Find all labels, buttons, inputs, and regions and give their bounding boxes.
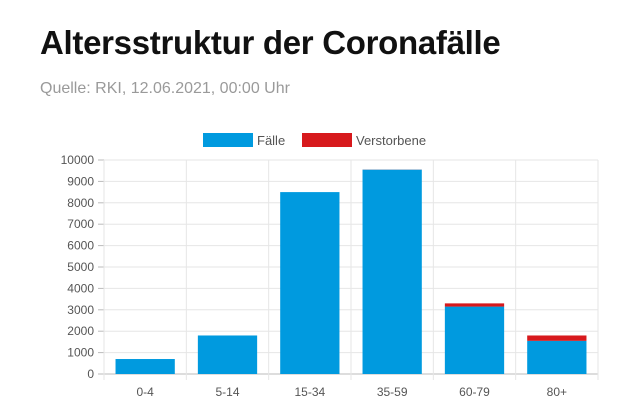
x-tick-label: 60-79 [459, 385, 490, 399]
y-tick-label: 0 [87, 367, 94, 381]
legend: Fälle Verstorbene [0, 130, 640, 150]
bar-verstorbene [444, 303, 505, 307]
legend-item-verstorbene[interactable]: Verstorbene [302, 130, 426, 150]
bar-faelle [197, 335, 258, 374]
y-tick-label: 7000 [67, 217, 94, 231]
bar-faelle [444, 306, 505, 374]
bar-faelle [115, 359, 175, 374]
bar-faelle [362, 169, 422, 374]
y-tick-label: 3000 [67, 303, 94, 317]
chart-source: Quelle: RKI, 12.06.2021, 00:00 Uhr [40, 80, 290, 97]
y-tick-label: 1000 [67, 346, 94, 360]
legend-label-verstorbene: Verstorbene [356, 132, 427, 148]
x-tick-label: 80+ [547, 385, 567, 399]
bar-faelle [280, 192, 340, 374]
y-tick-label: 4000 [67, 281, 94, 295]
y-tick-label: 2000 [67, 324, 94, 338]
bar-verstorbene [527, 335, 587, 341]
y-tick-label: 9000 [67, 174, 94, 188]
y-tick-label: 10000 [61, 153, 95, 167]
x-tick-label: 35-59 [377, 385, 408, 399]
legend-swatch-faelle [203, 133, 253, 147]
y-tick-label: 5000 [67, 260, 94, 274]
legend-item-faelle[interactable]: Fälle [203, 130, 285, 150]
y-tick-label: 6000 [67, 239, 94, 253]
x-tick-label: 5-14 [215, 385, 239, 399]
legend-swatch-verstorbene [302, 133, 352, 147]
y-tick-label: 8000 [67, 196, 94, 210]
x-tick-label: 0-4 [136, 385, 154, 399]
x-tick-label: 15-34 [294, 385, 325, 399]
chart-title: Altersstruktur der Coronafälle [40, 24, 501, 61]
bar-faelle [527, 340, 587, 374]
legend-label-faelle: Fälle [257, 132, 286, 148]
